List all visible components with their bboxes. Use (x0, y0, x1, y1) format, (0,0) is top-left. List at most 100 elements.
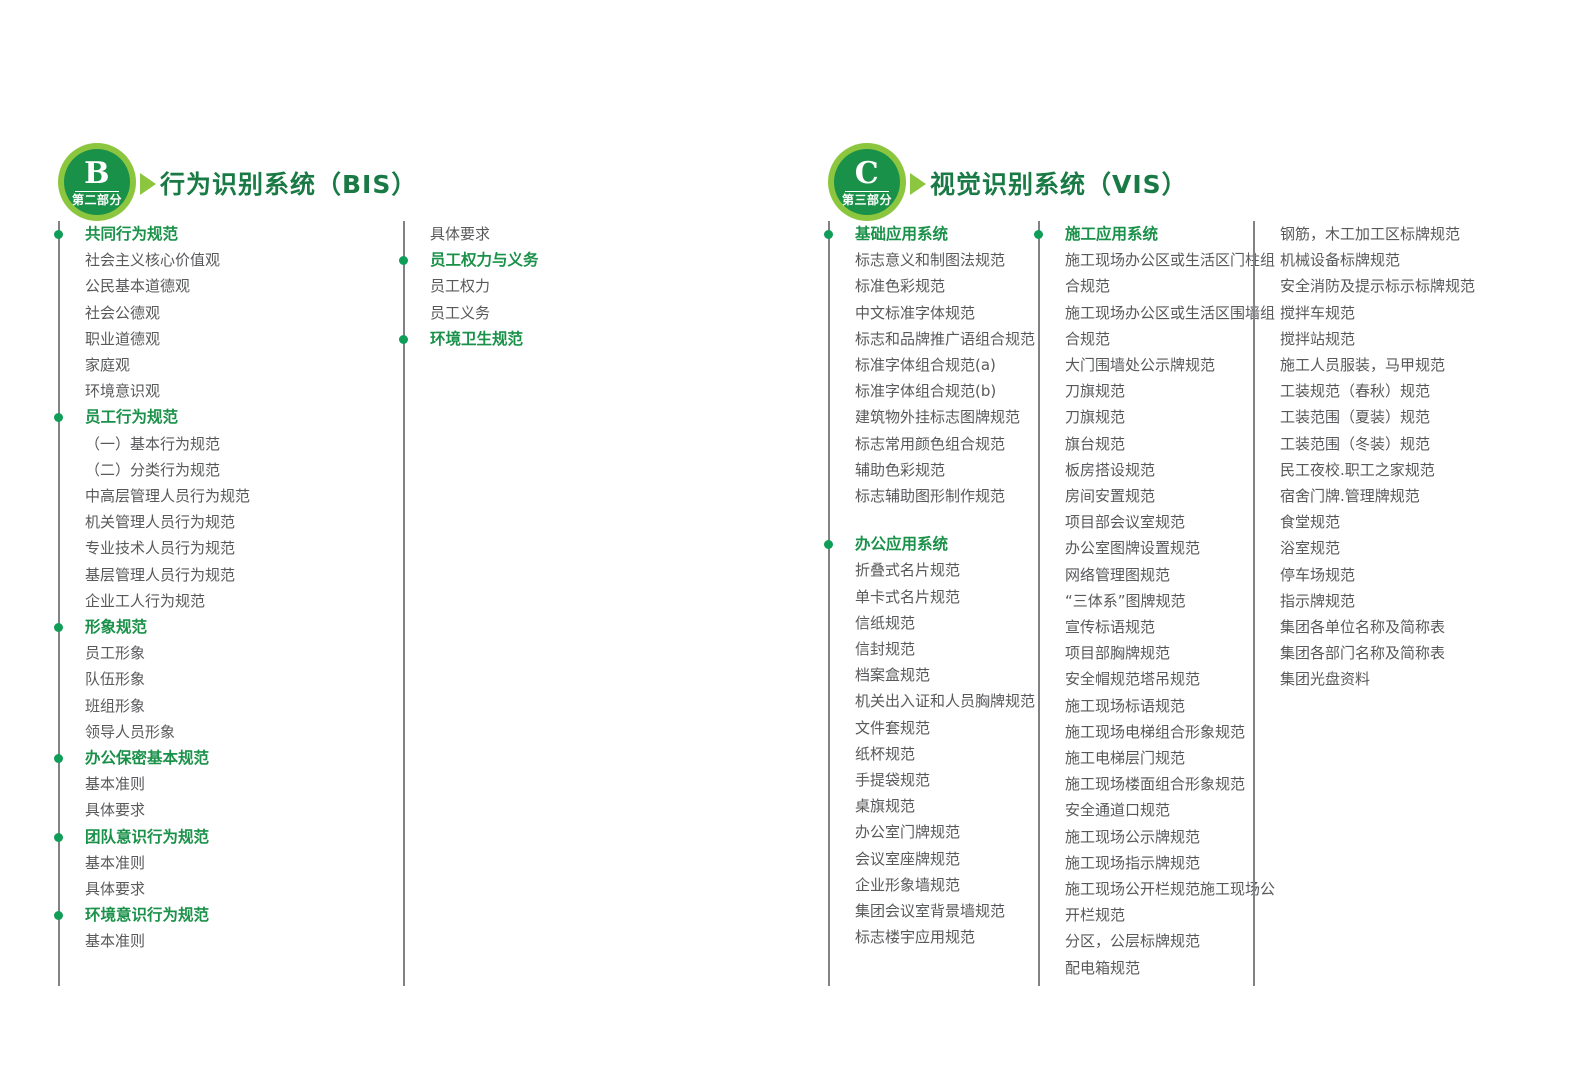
outline-item[interactable]: 项目部会议室规范 (1065, 509, 1253, 535)
outline-item[interactable]: 指示牌规范 (1280, 588, 1468, 614)
outline-item[interactable]: 合规范 (1065, 326, 1253, 352)
outline-item[interactable]: 标准字体组合规范(a) (855, 352, 1038, 378)
outline-item[interactable]: 企业形象墙规范 (855, 872, 1038, 898)
outline-item[interactable]: 信纸规范 (855, 610, 1038, 636)
outline-item[interactable]: 中文标准字体规范 (855, 300, 1038, 326)
outline-group-heading[interactable]: 团队意识行为规范 (53, 824, 403, 850)
outline-group-heading[interactable]: 员工行为规范 (53, 404, 403, 430)
outline-item[interactable]: 食堂规范 (1280, 509, 1468, 535)
outline-item[interactable]: 档案盒规范 (855, 662, 1038, 688)
outline-item[interactable]: 机关出入证和人员胸牌规范 (855, 688, 1038, 714)
outline-item[interactable]: 建筑物外挂标志图牌规范 (855, 404, 1038, 430)
outline-item[interactable]: 具体要求 (85, 876, 403, 902)
outline-item[interactable]: 标志意义和制图法规范 (855, 247, 1038, 273)
outline-item[interactable]: 施工现场标语规范 (1065, 693, 1253, 719)
outline-item[interactable]: 标志楼宇应用规范 (855, 924, 1038, 950)
outline-item[interactable]: 施工现场公示牌规范 (1065, 824, 1253, 850)
outline-item[interactable]: 中高层管理人员行为规范 (85, 483, 403, 509)
outline-item[interactable]: 机械设备标牌规范 (1280, 247, 1468, 273)
outline-item[interactable]: 会议室座牌规范 (855, 846, 1038, 872)
outline-item[interactable]: 标准字体组合规范(b) (855, 378, 1038, 404)
outline-item[interactable]: 办公室图牌设置规范 (1065, 535, 1253, 561)
outline-item[interactable]: 宣传标语规范 (1065, 614, 1253, 640)
outline-item[interactable]: 房间安置规范 (1065, 483, 1253, 509)
outline-item[interactable]: 标志常用颜色组合规范 (855, 431, 1038, 457)
outline-item[interactable]: 折叠式名片规范 (855, 557, 1038, 583)
outline-item[interactable]: 工装范围（冬装）规范 (1280, 431, 1468, 457)
outline-item[interactable]: 浴室规范 (1280, 535, 1468, 561)
outline-item[interactable]: 工装范围（夏装）规范 (1280, 404, 1468, 430)
outline-item[interactable]: 桌旗规范 (855, 793, 1038, 819)
outline-item[interactable]: 领导人员形象 (85, 719, 403, 745)
outline-item[interactable]: 班组形象 (85, 693, 403, 719)
outline-item[interactable]: 标志和品牌推广语组合规范 (855, 326, 1038, 352)
outline-item[interactable]: 具体要求 (430, 221, 703, 247)
outline-item[interactable]: 网络管理图规范 (1065, 562, 1253, 588)
outline-item[interactable]: 宿舍门牌.管理牌规范 (1280, 483, 1468, 509)
outline-group-heading[interactable]: 环境卫生规范 (398, 326, 703, 352)
outline-item[interactable]: 工装规范（春秋）规范 (1280, 378, 1468, 404)
outline-item[interactable]: 分区，公层标牌规范 (1065, 928, 1253, 954)
outline-item[interactable]: 施工现场办公区或生活区围墙组 (1065, 300, 1275, 326)
outline-item[interactable]: （一）基本行为规范 (85, 431, 403, 457)
outline-item[interactable]: 合规范 (1065, 273, 1253, 299)
outline-item[interactable]: 辅助色彩规范 (855, 457, 1038, 483)
outline-item[interactable]: 企业工人行为规范 (85, 588, 403, 614)
outline-item[interactable]: 员工义务 (430, 300, 703, 326)
outline-item[interactable]: 手提袋规范 (855, 767, 1038, 793)
outline-group-heading[interactable]: 共同行为规范 (53, 221, 403, 247)
outline-item[interactable]: 队伍形象 (85, 666, 403, 692)
outline-item[interactable]: 民工夜校.职工之家规范 (1280, 457, 1468, 483)
outline-item[interactable]: 社会主义核心价值观 (85, 247, 403, 273)
outline-item[interactable]: 施工现场指示牌规范 (1065, 850, 1253, 876)
outline-item[interactable]: 板房搭设规范 (1065, 457, 1253, 483)
outline-item[interactable]: 配电箱规范 (1065, 955, 1253, 981)
outline-item[interactable]: 标准色彩规范 (855, 273, 1038, 299)
outline-item[interactable]: 办公室门牌规范 (855, 819, 1038, 845)
outline-item[interactable]: 文件套规范 (855, 715, 1038, 741)
outline-item[interactable]: 施工人员服装，马甲规范 (1280, 352, 1468, 378)
outline-item[interactable]: 项目部胸牌规范 (1065, 640, 1253, 666)
outline-item[interactable]: 停车场规范 (1280, 562, 1468, 588)
outline-item[interactable]: 纸杯规范 (855, 741, 1038, 767)
outline-item[interactable]: 安全通道口规范 (1065, 797, 1253, 823)
outline-item[interactable]: 安全消防及提示标示标牌规范 (1280, 273, 1475, 299)
outline-item[interactable]: 信封规范 (855, 636, 1038, 662)
outline-item[interactable]: 家庭观 (85, 352, 403, 378)
outline-item[interactable]: 搅拌站规范 (1280, 326, 1468, 352)
outline-item[interactable]: 基本准则 (85, 771, 403, 797)
outline-item[interactable]: 职业道德观 (85, 326, 403, 352)
outline-item[interactable]: 安全帽规范塔吊规范 (1065, 666, 1253, 692)
outline-item[interactable]: 环境意识观 (85, 378, 403, 404)
outline-item[interactable]: 开栏规范 (1065, 902, 1253, 928)
outline-item[interactable]: 施工现场公开栏规范施工现场公 (1065, 876, 1275, 902)
outline-item[interactable]: 施工电梯层门规范 (1065, 745, 1253, 771)
outline-item[interactable]: 集团各单位名称及简称表 (1280, 614, 1468, 640)
outline-item[interactable]: 基本准则 (85, 928, 403, 954)
outline-item[interactable]: 钢筋，木工加工区标牌规范 (1280, 221, 1468, 247)
outline-item[interactable]: 施工现场楼面组合形象规范 (1065, 771, 1253, 797)
outline-group-heading[interactable]: 基础应用系统 (823, 221, 1038, 247)
outline-item[interactable]: 集团会议室背景墙规范 (855, 898, 1038, 924)
outline-item[interactable]: 集团光盘资料 (1280, 666, 1468, 692)
outline-group-heading[interactable]: 办公应用系统 (823, 531, 1038, 557)
outline-item[interactable]: 公民基本道德观 (85, 273, 403, 299)
outline-item[interactable]: 施工现场电梯组合形象规范 (1065, 719, 1253, 745)
outline-item[interactable]: 社会公德观 (85, 300, 403, 326)
outline-group-heading[interactable]: 员工权力与义务 (398, 247, 703, 273)
outline-item[interactable]: 旗台规范 (1065, 431, 1253, 457)
outline-item[interactable]: 施工现场办公区或生活区门柱组 (1065, 247, 1275, 273)
outline-item[interactable]: 员工形象 (85, 640, 403, 666)
outline-item[interactable]: 刀旗规范 (1065, 404, 1253, 430)
outline-item[interactable]: 员工权力 (430, 273, 703, 299)
outline-item[interactable]: 基层管理人员行为规范 (85, 562, 403, 588)
outline-item[interactable]: （二）分类行为规范 (85, 457, 403, 483)
outline-item[interactable]: 专业技术人员行为规范 (85, 535, 403, 561)
outline-item[interactable]: 基本准则 (85, 850, 403, 876)
outline-item[interactable]: “三体系”图牌规范 (1065, 588, 1253, 614)
outline-item[interactable]: 标志辅助图形制作规范 (855, 483, 1038, 509)
outline-item[interactable]: 单卡式名片规范 (855, 584, 1038, 610)
outline-group-heading[interactable]: 环境意识行为规范 (53, 902, 403, 928)
outline-item[interactable]: 机关管理人员行为规范 (85, 509, 403, 535)
outline-group-heading[interactable]: 办公保密基本规范 (53, 745, 403, 771)
